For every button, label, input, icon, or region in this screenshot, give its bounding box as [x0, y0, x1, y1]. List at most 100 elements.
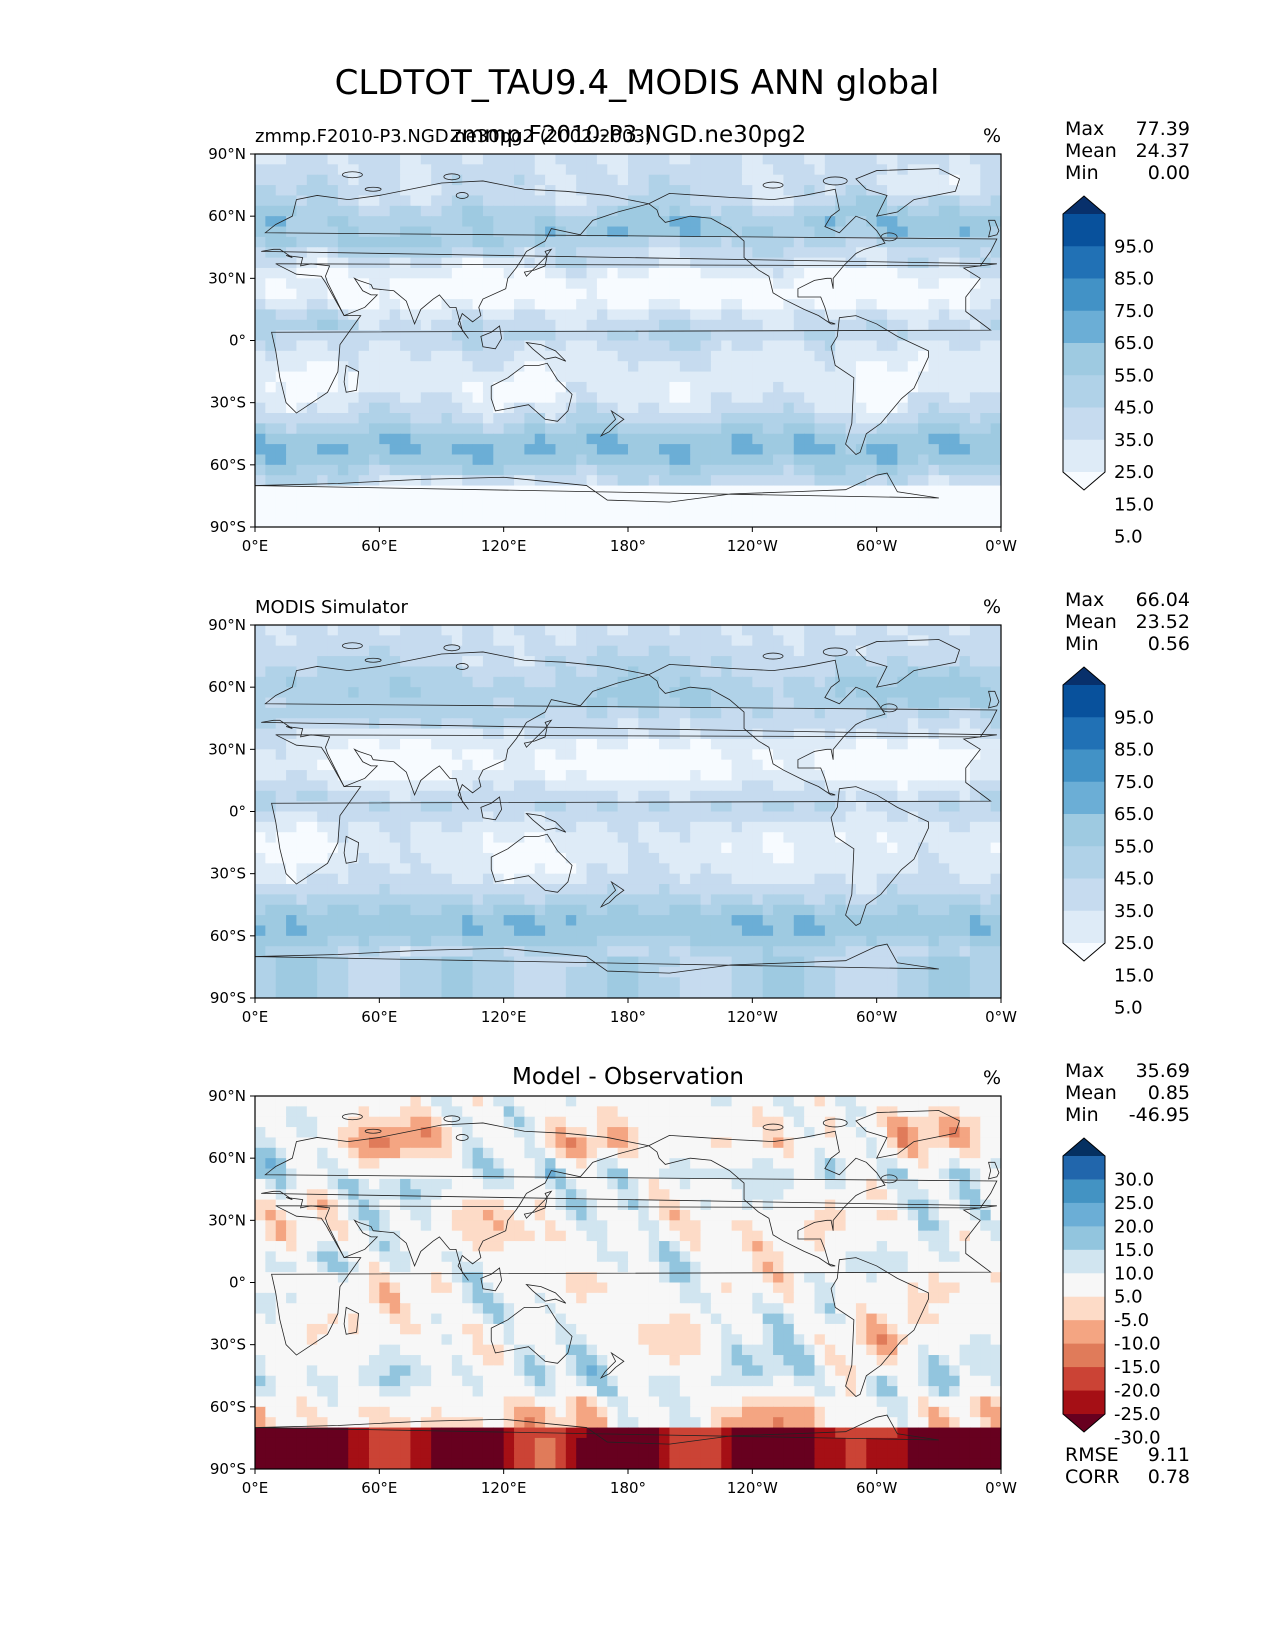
field-cell [337, 790, 349, 802]
field-cell [565, 330, 577, 342]
field-cell [762, 185, 774, 197]
field-cell [410, 946, 422, 958]
field-cell [969, 516, 981, 527]
field-cell [814, 216, 826, 228]
field-cell [876, 666, 888, 678]
field-cell [586, 832, 598, 844]
field-cell [804, 340, 816, 352]
field-cell [731, 780, 743, 792]
field-cell [907, 842, 919, 854]
field-cell [628, 656, 639, 668]
field-cell [949, 863, 961, 875]
field-cell [493, 687, 505, 699]
field-cell [586, 852, 598, 864]
field-cell [980, 884, 992, 895]
field-cell [980, 770, 992, 782]
field-cell [576, 340, 588, 352]
field-cell [586, 697, 598, 709]
field-cell [503, 257, 515, 269]
field-cell [855, 738, 867, 750]
field-cell [690, 433, 702, 445]
field-cell [907, 402, 919, 414]
field-cell [710, 780, 722, 792]
field-cell [928, 738, 940, 750]
field-cell [255, 299, 266, 311]
field-cell [918, 423, 930, 435]
field-cell [990, 340, 1001, 352]
field-cell [679, 433, 691, 445]
field-cell [306, 645, 318, 657]
field-cell [752, 738, 764, 750]
field-cell [275, 811, 287, 823]
field-cell [265, 852, 277, 864]
field-cell [628, 884, 639, 895]
field-cell [897, 205, 909, 217]
field-cell [648, 842, 660, 854]
field-cell [679, 485, 691, 497]
field-cell [741, 381, 753, 393]
field-cell [710, 433, 722, 445]
field-cell [265, 464, 277, 476]
field-cell [990, 464, 1001, 476]
field-cell [379, 666, 391, 678]
field-cell [400, 299, 412, 311]
field-cell [855, 350, 867, 362]
field-cell [368, 330, 380, 342]
field-cell [700, 625, 712, 636]
field-cell [420, 371, 432, 383]
field-cell [596, 288, 608, 300]
field-cell [482, 676, 494, 688]
field-cell [866, 236, 878, 248]
field-cell [897, 780, 909, 792]
field-cell [296, 915, 308, 927]
field-cell [503, 433, 515, 445]
field-cell [876, 780, 888, 792]
field-cell [348, 340, 360, 352]
field-cell [918, 413, 930, 424]
field-cell [793, 164, 805, 176]
lon-tick-label: 0°E [242, 537, 269, 555]
field-cell [990, 495, 1001, 507]
field-cell [762, 832, 774, 844]
field-cell [524, 330, 536, 342]
field-cell [710, 257, 722, 269]
field-cell [317, 226, 329, 238]
field-cell [306, 423, 318, 435]
field-cell [410, 433, 422, 445]
field-cell [482, 299, 494, 311]
field-cell [949, 164, 961, 176]
field-cell [317, 444, 329, 456]
field-cell [959, 697, 971, 709]
field-cell [855, 770, 867, 782]
field-cell [638, 216, 650, 228]
field-cell [524, 402, 536, 414]
field-cell [731, 371, 743, 383]
field-cell [534, 759, 546, 771]
field-cell [514, 413, 525, 424]
field-cell [265, 842, 277, 854]
field-cell [710, 267, 722, 279]
field-cell [741, 904, 753, 916]
field-cell [752, 506, 764, 518]
field-cell [793, 299, 805, 311]
field-cell [855, 884, 867, 895]
field-cell [752, 174, 764, 186]
field-cell [918, 475, 930, 487]
field-cell [286, 164, 298, 176]
field-cell [368, 656, 380, 668]
field-cell [814, 687, 826, 699]
field-cell [586, 340, 598, 352]
field-cell [824, 852, 836, 864]
field-cell [980, 433, 992, 445]
field-cell [710, 718, 722, 730]
field-cell [524, 423, 536, 435]
field-cell [265, 444, 277, 456]
field-cell [876, 821, 888, 833]
field-cell [638, 821, 650, 833]
field-cell [845, 842, 857, 854]
field-cell [410, 185, 422, 197]
field-cell [669, 288, 681, 300]
field-cell [462, 759, 474, 771]
field-cell [710, 749, 722, 761]
field-cell [783, 915, 795, 927]
